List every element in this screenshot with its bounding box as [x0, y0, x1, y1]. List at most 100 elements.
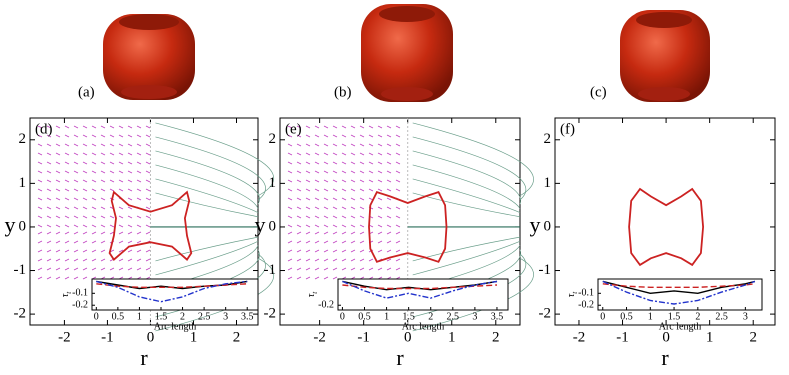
velocity-arrow — [395, 125, 401, 129]
velocity-arrow — [350, 134, 356, 138]
velocity-arrow — [386, 134, 392, 138]
velocity-arrow — [287, 125, 293, 129]
velocity-arrow — [332, 188, 338, 192]
velocity-arrow — [350, 197, 356, 201]
velocity-arrow — [305, 206, 311, 210]
velocity-arrow — [91, 197, 97, 201]
velocity-arrow — [350, 249, 356, 253]
velocity-arrow — [64, 197, 70, 201]
velocity-arrow — [296, 197, 302, 201]
x-tick-label: 2.5 — [447, 311, 460, 322]
velocity-arrow — [287, 143, 293, 147]
streamline — [412, 178, 521, 213]
velocity-arrow — [46, 206, 52, 210]
velocity-arrow — [127, 152, 133, 156]
velocity-arrow — [287, 276, 293, 280]
velocity-arrow — [359, 134, 365, 138]
velocity-arrow — [287, 224, 293, 228]
velocity-arrow — [55, 258, 61, 262]
velocity-arrow — [118, 267, 124, 271]
velocity-arrow — [136, 231, 142, 235]
velocity-arrow — [118, 231, 124, 235]
velocity-arrow — [73, 125, 79, 129]
velocity-arrow — [100, 267, 106, 271]
velocity-arrow — [73, 143, 79, 147]
velocity-arrow — [145, 188, 151, 192]
velocity-arrow — [109, 143, 115, 147]
streamline — [155, 241, 259, 276]
velocity-arrow — [386, 206, 392, 210]
velocity-arrow — [37, 267, 43, 271]
velocity-arrow — [305, 125, 311, 129]
x-tick-label: 2.5 — [715, 311, 728, 322]
panel-label: (e) — [285, 121, 302, 137]
velocity-arrow — [395, 267, 401, 271]
velocity-arrow — [118, 125, 124, 129]
velocity-arrow — [100, 197, 106, 201]
series-line — [96, 280, 248, 303]
velocity-arrow — [109, 267, 115, 271]
velocity-arrow — [341, 170, 347, 174]
velocity-arrow — [91, 224, 97, 228]
velocity-arrow — [46, 258, 52, 262]
velocity-arrow — [46, 267, 52, 271]
x-tick-label: 2 — [749, 329, 757, 345]
x-tick-label: 0 — [340, 311, 345, 322]
velocity-arrow — [287, 215, 293, 219]
velocity-arrow — [359, 152, 365, 156]
velocity-arrow — [350, 152, 356, 156]
velocity-arrow — [46, 134, 52, 138]
velocity-arrow — [82, 224, 88, 228]
velocity-arrow — [314, 258, 320, 262]
velocity-arrow — [314, 249, 320, 253]
velocity-arrow — [145, 231, 151, 235]
velocity-arrow — [323, 188, 329, 192]
velocity-arrow — [341, 197, 347, 201]
velocity-arrow — [64, 224, 70, 228]
y-tick-label: 0 — [269, 218, 277, 234]
velocity-arrow — [377, 134, 383, 138]
velocity-arrow — [314, 179, 320, 183]
y-tick-label: -1 — [264, 262, 277, 278]
velocity-arrow — [64, 125, 70, 129]
velocity-arrow — [136, 125, 142, 129]
velocity-arrow — [395, 179, 401, 183]
x-tick-label: 0.5 — [620, 311, 633, 322]
velocity-arrow — [377, 249, 383, 253]
velocity-arrow — [386, 170, 392, 174]
velocity-arrow — [386, 215, 392, 219]
velocity-arrow — [82, 143, 88, 147]
velocity-arrow — [296, 143, 302, 147]
x-tick-label: 3 — [743, 311, 748, 322]
x-tick-label: 3.5 — [491, 311, 504, 322]
velocity-arrow — [127, 240, 133, 244]
velocity-arrow — [55, 161, 61, 165]
velocity-arrow — [127, 258, 133, 262]
streamline — [412, 122, 534, 197]
velocity-arrow — [73, 240, 79, 244]
velocity-arrow — [127, 231, 133, 235]
velocity-arrow — [46, 179, 52, 183]
velocity-arrow — [377, 206, 383, 210]
velocity-arrow — [368, 258, 374, 262]
velocity-arrow — [386, 188, 392, 192]
velocity-arrow — [37, 152, 43, 156]
velocity-arrow — [55, 206, 61, 210]
velocity-arrow — [314, 143, 320, 147]
velocity-arrow — [100, 215, 106, 219]
velocity-arrow — [305, 267, 311, 271]
velocity-arrow — [287, 170, 293, 174]
x-tick-label: 1 — [706, 329, 714, 345]
velocity-arrow — [64, 188, 70, 192]
streamline — [412, 241, 521, 276]
velocity-arrow — [145, 125, 151, 129]
velocity-arrow — [118, 206, 124, 210]
velocity-arrow — [296, 215, 302, 219]
velocity-arrow — [82, 125, 88, 129]
velocity-arrow — [118, 152, 124, 156]
velocity-arrow — [287, 161, 293, 165]
velocity-arrow — [359, 170, 365, 174]
velocity-arrow — [314, 267, 320, 271]
velocity-arrow — [118, 179, 124, 183]
velocity-arrow — [46, 161, 52, 165]
